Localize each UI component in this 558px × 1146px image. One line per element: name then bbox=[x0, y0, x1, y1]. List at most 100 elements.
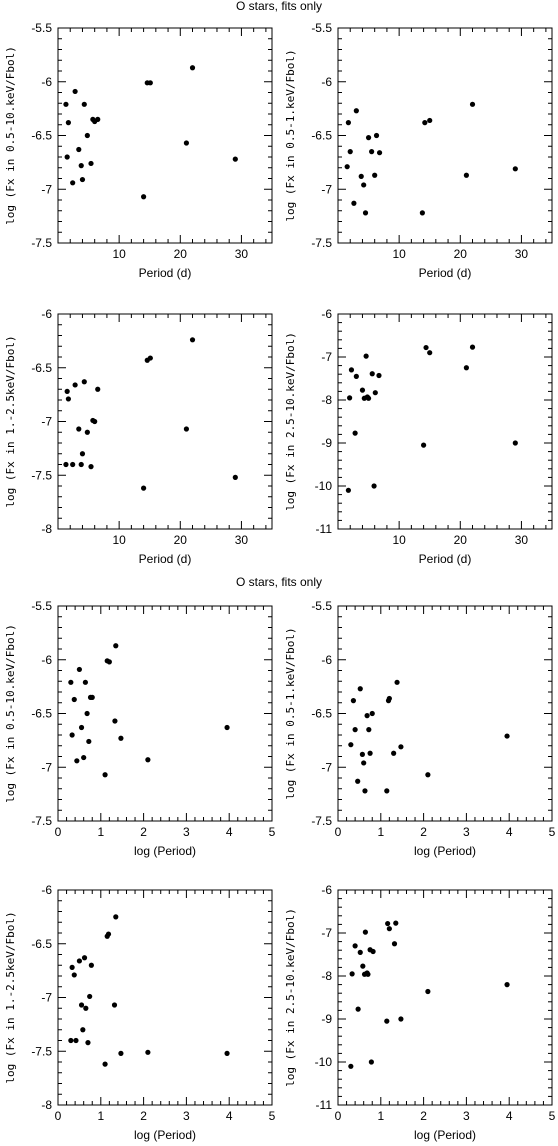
data-point bbox=[422, 120, 428, 126]
x-tick-label: 30 bbox=[515, 247, 529, 261]
x-tick-label: 10 bbox=[112, 533, 126, 547]
data-point bbox=[92, 418, 98, 425]
data-point bbox=[373, 132, 380, 139]
x-tick-label: 20 bbox=[174, 533, 188, 547]
data-point bbox=[362, 210, 369, 216]
data-point bbox=[349, 971, 355, 977]
x-tick-label: 4 bbox=[226, 1109, 233, 1123]
data-point bbox=[512, 440, 518, 446]
y-tick-label: -8 bbox=[321, 969, 332, 983]
data-point bbox=[81, 754, 87, 761]
data-point bbox=[358, 173, 364, 179]
data-point bbox=[87, 993, 93, 1000]
y-tick-label: -11 bbox=[316, 522, 333, 536]
x-tick-label: 30 bbox=[515, 533, 529, 547]
y-tick-label: -9 bbox=[321, 1012, 332, 1026]
y-tick-label: -6 bbox=[41, 307, 52, 321]
data-point bbox=[355, 778, 361, 784]
data-point bbox=[376, 372, 382, 379]
data-point bbox=[68, 679, 74, 685]
y-tick-label: -6 bbox=[41, 75, 52, 89]
data-point bbox=[423, 344, 429, 351]
data-point bbox=[71, 696, 77, 703]
data-point bbox=[147, 80, 153, 86]
data-point bbox=[370, 948, 376, 955]
data-point bbox=[68, 1037, 74, 1044]
y-tick-label: -9 bbox=[321, 436, 332, 450]
data-point bbox=[350, 698, 357, 704]
data-point bbox=[76, 426, 82, 432]
data-point bbox=[419, 210, 425, 216]
y-tick-label: -6.5 bbox=[31, 937, 52, 951]
scatter-panel-6: 0 1 2 3 4 5 -5.5 -6 -6.5 -7 -7.5 log (Period) log (F… bbox=[284, 599, 556, 858]
data-point bbox=[189, 337, 196, 343]
x-tick-label: 3 bbox=[183, 825, 190, 839]
data-point bbox=[365, 395, 372, 401]
data-point bbox=[82, 679, 88, 685]
data-point bbox=[84, 710, 90, 717]
data-point bbox=[504, 982, 510, 988]
x-tick-label: 0 bbox=[335, 1109, 342, 1123]
data-point bbox=[74, 758, 80, 764]
data-point bbox=[425, 772, 431, 778]
plot-frame bbox=[337, 313, 553, 530]
data-point bbox=[469, 344, 476, 350]
y-axis-label: log (Fx in 0.5-10.keV/Fbol) bbox=[4, 624, 17, 803]
data-point bbox=[344, 164, 350, 170]
scatter-panel-1: 10 20 30 -5.5 -6 -6.5 -7 -7.5 Period (d) log (Fx … bbox=[4, 21, 273, 280]
data-point bbox=[232, 474, 238, 480]
y-axis-label: log (Fx in 1.-2.5keV/Fbol) bbox=[4, 335, 17, 507]
data-point bbox=[362, 788, 368, 794]
y-tick-label: -6.5 bbox=[311, 129, 332, 143]
x-tick-label: 4 bbox=[226, 825, 233, 839]
y-tick-label: -8 bbox=[321, 393, 332, 407]
x-tick-label: 5 bbox=[549, 825, 556, 839]
x-tick-label: 20 bbox=[454, 247, 468, 261]
y-tick-label: -7.5 bbox=[311, 814, 332, 828]
y-tick-label: -7 bbox=[321, 182, 332, 196]
y-tick-label: -5.5 bbox=[31, 599, 52, 613]
y-tick-label: -7.5 bbox=[31, 236, 52, 250]
data-point bbox=[81, 379, 87, 385]
x-axis-label: log (Period) bbox=[134, 844, 196, 858]
y-tick-label: -6.5 bbox=[31, 361, 52, 375]
data-point bbox=[512, 166, 518, 172]
x-tick-label: 2 bbox=[140, 1109, 147, 1123]
data-point bbox=[352, 430, 358, 436]
data-point bbox=[352, 727, 358, 733]
data-point bbox=[345, 487, 351, 493]
y-axis-label: log (Fx in 2.5-10.keV/Fbol) bbox=[284, 908, 297, 1087]
plot-frame bbox=[337, 889, 553, 1106]
x-axis-label: Period (d) bbox=[419, 266, 472, 280]
data-point bbox=[84, 429, 90, 435]
data-point bbox=[118, 735, 124, 741]
data-point bbox=[353, 373, 359, 379]
data-point bbox=[113, 914, 119, 920]
x-tick-label: 2 bbox=[140, 825, 147, 839]
data-point bbox=[347, 395, 353, 401]
data-point bbox=[372, 172, 378, 178]
y-axis-label: log (Fx in 0.5-1.keV/Fbol) bbox=[284, 49, 297, 221]
data-point bbox=[85, 1040, 91, 1046]
x-axis-label: Period (d) bbox=[419, 552, 472, 566]
data-point bbox=[69, 732, 75, 738]
y-axis-label: log (Fx in 2.5-10.keV/Fbol) bbox=[284, 332, 297, 511]
data-point bbox=[84, 132, 90, 139]
data-point bbox=[463, 172, 469, 178]
data-point bbox=[102, 772, 108, 778]
data-point bbox=[345, 120, 351, 126]
data-point bbox=[112, 718, 118, 724]
x-tick-label: 2 bbox=[420, 1109, 427, 1123]
y-tick-label: -6 bbox=[41, 653, 52, 667]
y-tick-label: -10 bbox=[315, 1055, 333, 1069]
x-tick-label: 1 bbox=[97, 1109, 104, 1123]
data-point bbox=[359, 751, 365, 757]
y-tick-label: -7.5 bbox=[31, 468, 52, 482]
figure-title-bottom: O stars, fits only bbox=[236, 575, 322, 589]
data-point bbox=[365, 971, 371, 977]
x-tick-label: 10 bbox=[392, 247, 406, 261]
x-tick-label: 20 bbox=[174, 247, 188, 261]
data-point bbox=[366, 727, 372, 733]
